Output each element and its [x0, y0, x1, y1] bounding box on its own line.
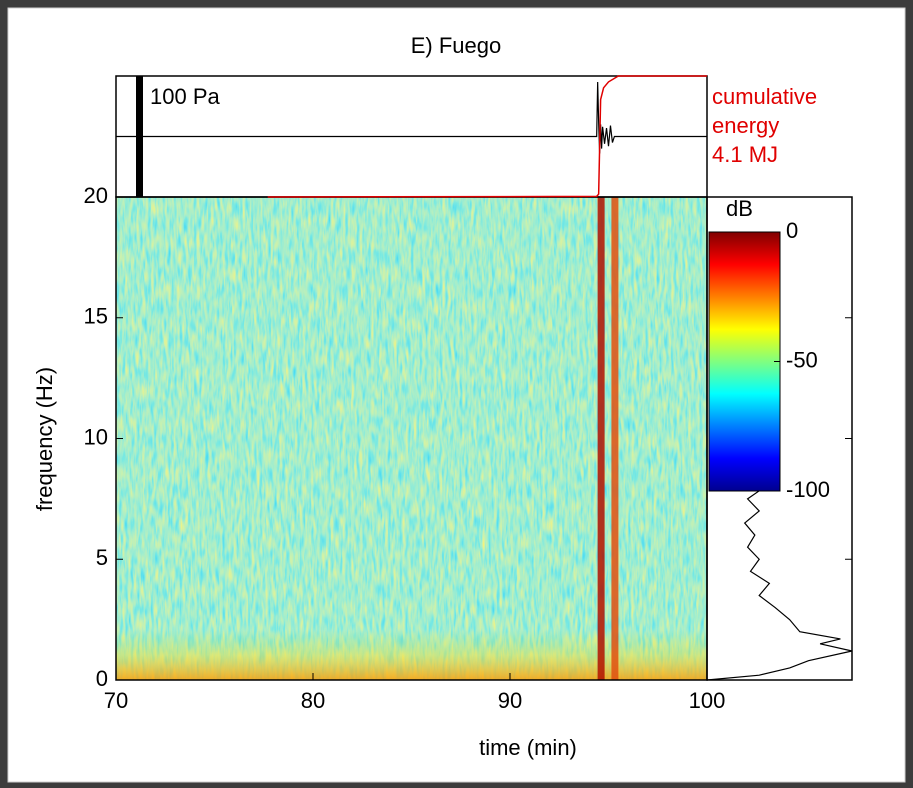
- y-axis-label: frequency (Hz): [32, 367, 57, 511]
- colorbar-tick-label: -100: [786, 477, 830, 502]
- y-tick-label: 10: [84, 424, 108, 449]
- scale-bar: [136, 76, 143, 197]
- spectrogram-image: [116, 197, 707, 680]
- scale-label: 100 Pa: [150, 84, 220, 109]
- energy-label: cumulative: [712, 84, 817, 109]
- spectrum-line: [706, 486, 853, 681]
- colorbar-tick-label: -50: [786, 347, 818, 372]
- x-tick-label: 80: [301, 688, 325, 713]
- energy-label: 4.1 MJ: [712, 142, 778, 167]
- event-stripe: [611, 197, 619, 680]
- x-tick-label: 90: [498, 688, 522, 713]
- x-tick-label: 70: [104, 688, 128, 713]
- energy-label: energy: [712, 113, 779, 138]
- low-frequency-band: [116, 630, 707, 680]
- x-axis-label: time (min): [479, 735, 577, 760]
- waveform-line: [116, 82, 707, 154]
- event-stripe: [597, 197, 605, 680]
- cumulative-energy-line: [267, 75, 707, 198]
- x-tick-label: 100: [689, 688, 726, 713]
- colorbar-label: dB: [726, 196, 753, 221]
- y-tick-label: 0: [96, 666, 108, 691]
- y-tick-label: 5: [96, 545, 108, 570]
- chart-title: E) Fuego: [411, 33, 502, 58]
- colorbar: [708, 231, 781, 492]
- y-tick-label: 20: [84, 183, 108, 208]
- colorbar-tick-label: 0: [786, 218, 798, 243]
- y-tick-label: 15: [84, 304, 108, 329]
